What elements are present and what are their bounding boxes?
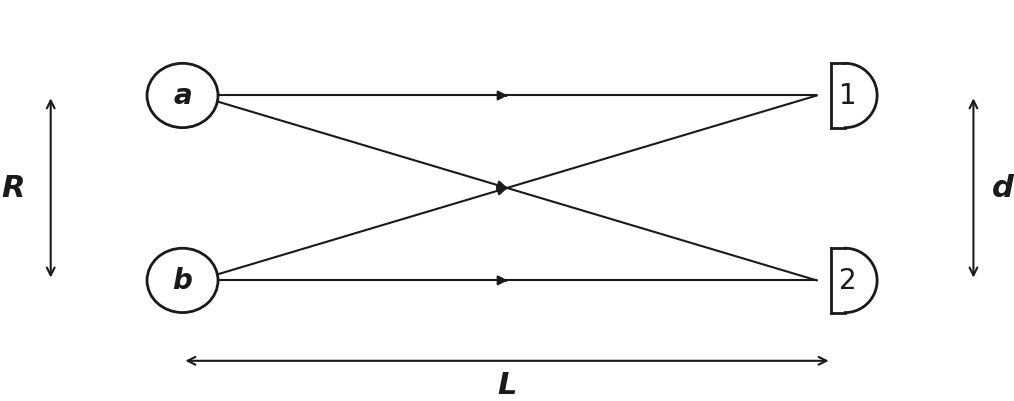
- Text: R: R: [2, 174, 25, 203]
- Text: a: a: [173, 82, 192, 110]
- Text: d: d: [992, 174, 1014, 203]
- Ellipse shape: [147, 249, 218, 313]
- Text: L: L: [497, 371, 517, 399]
- Ellipse shape: [147, 64, 218, 128]
- Text: 2: 2: [839, 267, 856, 295]
- Text: b: b: [172, 267, 193, 295]
- Text: 1: 1: [839, 82, 856, 110]
